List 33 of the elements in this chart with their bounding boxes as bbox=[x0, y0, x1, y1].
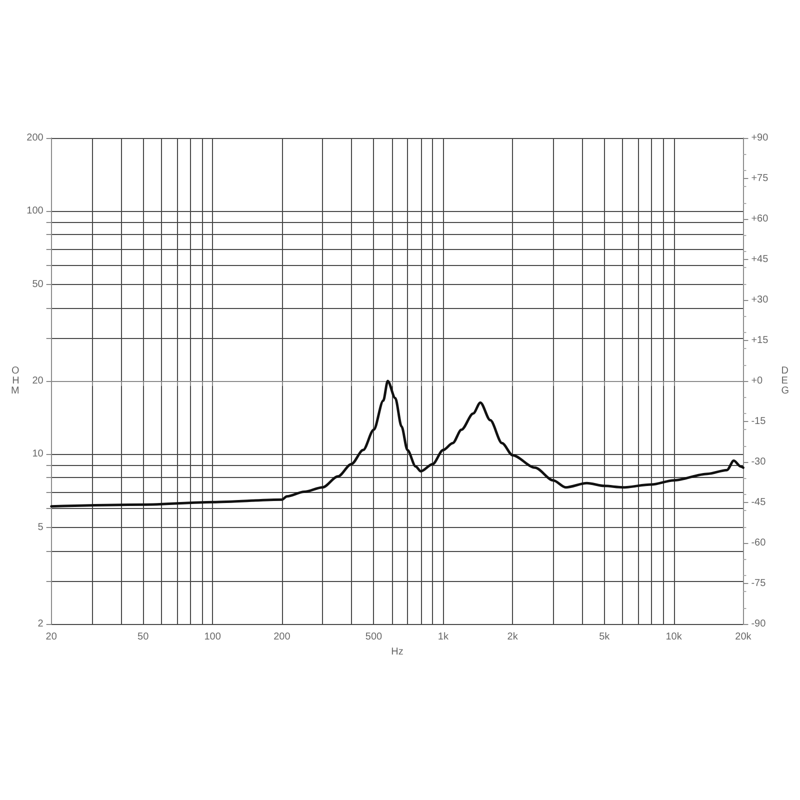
y2-tick-label: +0 bbox=[751, 376, 764, 386]
x-tick-label: 2k bbox=[507, 632, 519, 642]
x-tick-label: 20k bbox=[735, 632, 752, 642]
y2-tick-label: +60 bbox=[751, 214, 769, 224]
x-tick-label: 1k bbox=[438, 632, 450, 642]
y2-tick-label: -75 bbox=[751, 578, 766, 589]
y-axis-title: OHM bbox=[10, 366, 20, 396]
x-tick-label: 20 bbox=[46, 632, 58, 642]
y-tick-label: 10 bbox=[32, 448, 44, 460]
y-tick-label: 2 bbox=[38, 618, 44, 630]
y2-tick-label: -45 bbox=[751, 497, 766, 508]
y2-tick-label: +30 bbox=[751, 294, 769, 306]
y2-tick-label: -60 bbox=[751, 538, 766, 548]
y2-tick-label: -30 bbox=[751, 456, 766, 468]
x-tick-label: 100 bbox=[204, 632, 222, 642]
x-tick-label: 10k bbox=[666, 632, 683, 642]
x-axis-title: Hz bbox=[391, 646, 404, 658]
y2-tick-label: +90 bbox=[751, 132, 769, 144]
y-tick-label: 50 bbox=[32, 278, 44, 290]
x-tick-label: 200 bbox=[274, 632, 291, 642]
y-tick-label: 5 bbox=[38, 522, 44, 533]
y2-tick-label: +15 bbox=[751, 335, 769, 346]
x-tick-label: 50 bbox=[138, 632, 150, 642]
y2-tick-label: +75 bbox=[751, 173, 769, 184]
x-tick-label: 500 bbox=[365, 632, 383, 642]
x-tick-label: 5k bbox=[599, 632, 611, 642]
y-tick-label: 200 bbox=[26, 132, 44, 144]
y2-tick-label: -15 bbox=[751, 416, 766, 427]
y2-tick-label: -90 bbox=[751, 618, 766, 630]
y-tick-label: 20 bbox=[32, 376, 44, 386]
y2-axis-title: DEG bbox=[781, 366, 790, 396]
y-tick-label: 100 bbox=[26, 206, 44, 217]
y2-tick-label: +45 bbox=[751, 254, 769, 265]
